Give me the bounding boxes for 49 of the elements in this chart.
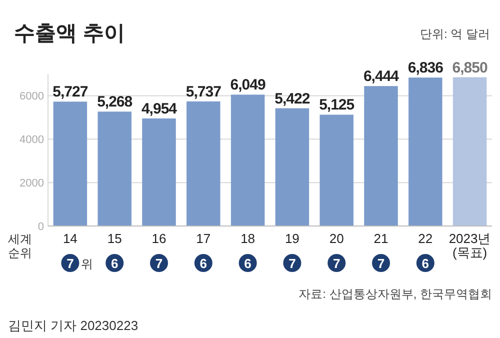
y-tick-label: 4000	[20, 134, 44, 146]
text: 6	[110, 256, 118, 271]
text: 7	[288, 256, 296, 271]
bar	[98, 112, 132, 226]
bar	[275, 108, 310, 226]
bar	[452, 77, 487, 226]
chart-title: 수출액 추이	[14, 22, 125, 45]
text: 7	[332, 256, 340, 271]
y-tick-label: 6000	[20, 90, 44, 103]
bar	[186, 101, 220, 226]
x-tick-label: 19	[284, 231, 300, 246]
data-label: 5,268	[97, 94, 132, 111]
y-tick-label: 2000	[20, 178, 44, 190]
data-label: 6,850	[452, 59, 488, 76]
x-tick-label: 17	[196, 231, 211, 246]
bar	[408, 78, 442, 226]
text: 6	[200, 256, 208, 271]
bar	[53, 102, 88, 226]
data-label: 6,049	[230, 76, 266, 94]
data-label: 6,836	[408, 60, 444, 77]
text: 6	[244, 256, 252, 271]
data-label: 5,727	[52, 84, 88, 101]
data-label: 6,444	[363, 68, 400, 86]
x-tick-label: 21	[374, 231, 388, 246]
text: 자료: 산업통상자원부, 한국무역협회	[298, 287, 492, 301]
text: 김민지 기자 20230223	[8, 318, 138, 333]
text: 위	[81, 257, 94, 271]
data-label: 5,125	[319, 96, 354, 114]
y-tick-label: 0	[38, 221, 44, 233]
x-tick-label: 22	[418, 231, 433, 246]
data-label: 5,737	[186, 83, 222, 100]
data-label: 5,422	[274, 90, 310, 108]
x-tick-label: 16	[152, 231, 166, 246]
text: 7	[377, 256, 385, 271]
text: 7	[66, 256, 74, 271]
x-tick-label: 2023년 (목표)	[448, 231, 491, 260]
bar	[364, 86, 398, 226]
data-label: 4,954	[141, 100, 178, 118]
x-tick-label: 20	[329, 231, 344, 246]
text: 7	[155, 256, 163, 271]
text: 6	[422, 256, 430, 271]
x-tick-label: 15	[107, 231, 122, 246]
x-tick-label: 14	[62, 231, 78, 246]
chart-subtitle: 단위: 억 달러	[420, 27, 490, 41]
bar	[320, 114, 354, 226]
x-tick-label: 18	[240, 231, 256, 246]
bar	[142, 118, 176, 226]
bar	[230, 94, 265, 226]
text: 세계 순위	[8, 232, 32, 260]
